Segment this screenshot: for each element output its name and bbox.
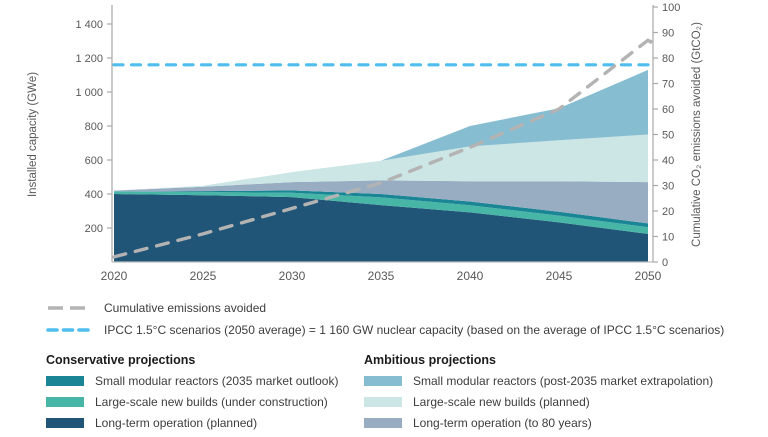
x-tick-label: 2040 [457, 269, 484, 283]
legend-item-smr-conservative: Small modular reactors (2035 market outl… [46, 373, 364, 388]
series-band-1 [114, 191, 648, 234]
lto-conservative-swatch-icon [46, 417, 84, 428]
legend-item-label: Long-term operation (planned) [95, 415, 258, 430]
left-axis-title: Installed capacity (GWe) [27, 72, 39, 197]
legend-item-lto-conservative: Long-term operation (planned) [46, 415, 364, 430]
left-tick-label: 1 000 [75, 87, 103, 99]
ipcc-dash-icon [46, 328, 90, 332]
left-tick-label: 400 [85, 189, 103, 201]
right-axis-title: Cumulative CO₂ emissions avoided (GtCO₂) [691, 22, 703, 247]
left-tick-label: 1 200 [75, 53, 103, 65]
x-tick-label: 2030 [279, 269, 306, 283]
right-tick-label: 40 [662, 155, 674, 167]
lto-ambitious-swatch-icon [364, 417, 402, 428]
legend-item-newbuilds-ambitious: Large-scale new builds (planned) [364, 394, 713, 409]
conservative-legend-title: Conservative projections [46, 353, 196, 367]
right-tick-label: 10 [662, 232, 674, 244]
legend-item-label: Small modular reactors (post-2035 market… [413, 373, 714, 388]
smr-conservative-swatch-icon [46, 375, 84, 386]
x-tick-label: 2035 [368, 269, 395, 283]
smr-ambitious-swatch-icon [364, 375, 402, 386]
right-tick-label: 30 [662, 181, 674, 193]
legend-item-label: Long-term operation (to 80 years) [413, 415, 592, 430]
right-tick-label: 90 [662, 28, 674, 40]
emissions-line-end-dot [648, 39, 653, 44]
emissions-dash-icon [48, 306, 88, 310]
right-tick-label: 20 [662, 206, 674, 218]
right-tick-label: 80 [662, 53, 674, 65]
left-tick-label: 1 400 [75, 19, 103, 31]
right-tick-label: 100 [662, 2, 680, 14]
right-tick-label: 0 [662, 257, 668, 269]
series-legend: Conservative projections Small modular r… [46, 353, 713, 437]
ambitious-legend-title: Ambitious projections [364, 353, 496, 367]
legend-item-label: Small modular reactors (2035 market outl… [95, 373, 339, 388]
x-tick-label: 2050 [635, 269, 662, 283]
capacity-projection-chart: 200 400 600 800 1 000 1 200 1 400 0 10 20 30 40 50 60… [27, 2, 703, 283]
x-tick-label: 2025 [190, 269, 217, 283]
newbuilds-conservative-swatch-icon [46, 396, 84, 407]
right-tick-label: 60 [662, 104, 674, 116]
newbuilds-ambitious-swatch-icon [364, 396, 402, 407]
x-tick-label: 2045 [546, 269, 573, 283]
legend-ipcc-label: IPCC 1.5°C scenarios (2050 average) = 1 … [104, 323, 725, 337]
left-tick-label: 800 [85, 121, 103, 133]
ambitious-legend-column: Ambitious projections Small modular reac… [364, 353, 713, 437]
legend-item-newbuilds-conservative: Large-scale new builds (under constructi… [46, 394, 364, 409]
legend-row-ipcc: IPCC 1.5°C scenarios (2050 average) = 1 … [46, 319, 724, 341]
conservative-legend-column: Conservative projections Small modular r… [46, 353, 364, 437]
right-tick-label: 70 [662, 79, 674, 91]
series-band-0 [114, 194, 648, 262]
series-band-3 [114, 180, 648, 224]
right-tick-label: 50 [662, 130, 674, 142]
line-legend: Cumulative emissions avoided IPCC 1.5°C … [46, 297, 724, 341]
series-band-4 [114, 134, 648, 191]
legend-item-label: Large-scale new builds (planned) [413, 394, 590, 409]
emissions-avoided-line [112, 38, 650, 259]
left-tick-label: 200 [85, 223, 103, 235]
legend-emissions-label: Cumulative emissions avoided [104, 301, 267, 315]
legend-item-smr-ambitious: Small modular reactors (post-2035 market… [364, 373, 714, 388]
legend-row-emissions: Cumulative emissions avoided [46, 297, 724, 319]
legend-item-label: Large-scale new builds (under constructi… [95, 394, 328, 409]
series-band-5 [114, 69, 648, 191]
left-tick-label: 600 [85, 155, 103, 167]
x-tick-label: 2020 [101, 269, 128, 283]
stacked-area-series [114, 69, 648, 262]
legend-item-lto-ambitious: Long-term operation (to 80 years) [364, 415, 713, 430]
